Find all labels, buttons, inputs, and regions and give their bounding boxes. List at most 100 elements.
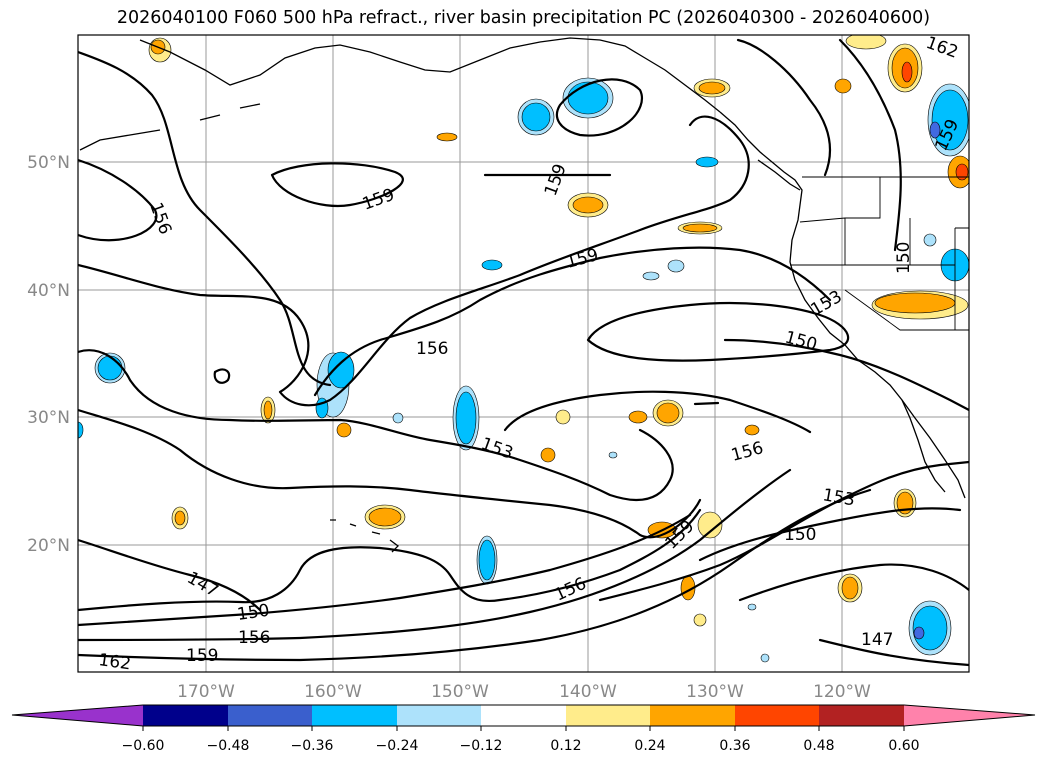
lat-label-50n: 50°N xyxy=(27,153,70,173)
contour-line xyxy=(818,638,969,667)
contour-line xyxy=(78,508,702,612)
colorbar-segment xyxy=(143,705,228,726)
lon-label-170w: 170°W xyxy=(177,682,235,702)
negative-anomaly-patch xyxy=(747,603,757,611)
colorbar-segment xyxy=(312,705,397,726)
contour-line xyxy=(270,162,404,208)
colorbar-segment xyxy=(481,705,566,726)
positive-anomaly-patch xyxy=(845,35,887,50)
negative-anomaly-patch xyxy=(667,259,685,273)
lon-label-120w: 120°W xyxy=(813,682,871,702)
colorbar-tick-label: −0.12 xyxy=(460,738,503,754)
positive-anomaly-patch xyxy=(656,402,680,424)
colorbar-tick-label: 0.48 xyxy=(803,738,834,754)
contour-line xyxy=(586,301,850,362)
contour-line xyxy=(503,390,812,434)
negative-anomaly-patch xyxy=(392,412,404,424)
negative-anomaly-patch xyxy=(327,351,355,389)
colorbar-tick-label: 0.24 xyxy=(634,738,665,754)
contour-line xyxy=(698,507,962,562)
contour-line xyxy=(78,115,750,407)
negative-anomaly-patch xyxy=(913,626,925,640)
positive-anomaly-patch xyxy=(697,511,723,539)
contour-line xyxy=(738,563,969,602)
colorbar-min-extension xyxy=(12,705,143,726)
negative-anomaly-patch xyxy=(912,605,948,651)
lat-label-30n: 30°N xyxy=(27,408,70,428)
positive-anomaly-patch xyxy=(901,61,913,83)
contour-line xyxy=(693,401,720,406)
contour-line xyxy=(736,38,832,177)
longitude-labels: 170°W 160°W 150°W 140°W 130°W 120°W xyxy=(177,682,871,702)
colorbar-segment xyxy=(819,705,904,726)
positive-anomaly-patch xyxy=(174,510,186,526)
positive-anomaly-patch xyxy=(555,409,571,425)
contour-line xyxy=(213,368,231,384)
contour-line xyxy=(78,408,702,539)
colorbar-segment xyxy=(397,705,481,726)
us-state-borders xyxy=(790,177,969,331)
contour-line xyxy=(555,78,643,137)
precipitation-anomaly-shading xyxy=(78,35,969,663)
contour-label: 159 xyxy=(186,646,218,666)
negative-anomaly-patch xyxy=(455,391,477,445)
contour-line xyxy=(78,468,792,642)
colorbar-segment xyxy=(566,705,650,726)
lat-label-20n: 20°N xyxy=(27,536,70,556)
borders xyxy=(790,176,969,331)
lon-label-140w: 140°W xyxy=(559,682,617,702)
negative-anomaly-patch xyxy=(567,81,609,115)
negative-anomaly-patch xyxy=(760,653,770,663)
lat-label-40n: 40°N xyxy=(27,281,70,301)
negative-anomaly-patch xyxy=(695,156,719,168)
colorbar-tick-label: 0.12 xyxy=(550,738,581,754)
contour-label: 150 xyxy=(236,601,271,625)
positive-anomaly-patch xyxy=(841,576,859,600)
contour-label: 156 xyxy=(416,339,448,359)
positive-anomaly-patch xyxy=(834,78,852,94)
colorbar-segment xyxy=(650,705,735,726)
map-background xyxy=(78,35,969,672)
colorbar-tick-label: 0.60 xyxy=(888,738,919,754)
colorbar-tick-label: −0.24 xyxy=(376,738,419,754)
colorbar-tick-label: −0.48 xyxy=(207,738,250,754)
positive-anomaly-patch xyxy=(955,163,969,181)
hawaii-islands xyxy=(330,519,399,553)
positive-anomaly-patch xyxy=(698,81,726,95)
us-west-coast xyxy=(789,261,966,499)
positive-anomaly-patch xyxy=(436,132,458,142)
negative-anomaly-patch xyxy=(608,451,618,459)
negative-anomaly-patch xyxy=(97,355,123,381)
colorbar-tick-label: 0.36 xyxy=(719,738,750,754)
colorbar-max-extension xyxy=(904,705,1035,726)
lon-label-130w: 130°W xyxy=(686,682,744,702)
negative-anomaly-patch xyxy=(642,271,660,281)
positive-anomaly-patch xyxy=(572,196,604,214)
alaska-coast xyxy=(139,37,721,113)
colorbar-segment xyxy=(228,705,312,726)
contour-line xyxy=(838,38,902,252)
contour-line xyxy=(313,246,832,397)
positive-anomaly-patch xyxy=(693,613,707,627)
negative-anomaly-patch xyxy=(478,539,496,581)
contour-label: 162 xyxy=(97,650,132,674)
bc-coast xyxy=(719,111,803,263)
negative-anomaly-patch xyxy=(481,259,503,271)
positive-anomaly-patch xyxy=(874,292,956,314)
map-title: 2026040100 F060 500 hPa refract., river … xyxy=(116,8,931,28)
colorbar-ticks xyxy=(142,726,905,731)
contour-line xyxy=(78,50,332,387)
lon-label-150w: 150°W xyxy=(431,682,489,702)
contour-label: 150 xyxy=(894,242,914,274)
coastlines xyxy=(79,37,966,553)
positive-anomaly-patch xyxy=(682,223,718,233)
positive-anomaly-patch xyxy=(540,447,556,463)
negative-anomaly-patch xyxy=(521,102,551,132)
contour-label: 147 xyxy=(861,630,893,650)
latitude-labels: 50°N 40°N 30°N 20°N xyxy=(27,153,70,556)
contour-label: 150 xyxy=(784,525,816,545)
colorbar: −0.60 −0.48 −0.36 −0.24 −0.12 0.12 0.24 … xyxy=(11,704,1036,754)
contour-line xyxy=(78,513,692,627)
positive-anomaly-patch xyxy=(744,424,760,436)
